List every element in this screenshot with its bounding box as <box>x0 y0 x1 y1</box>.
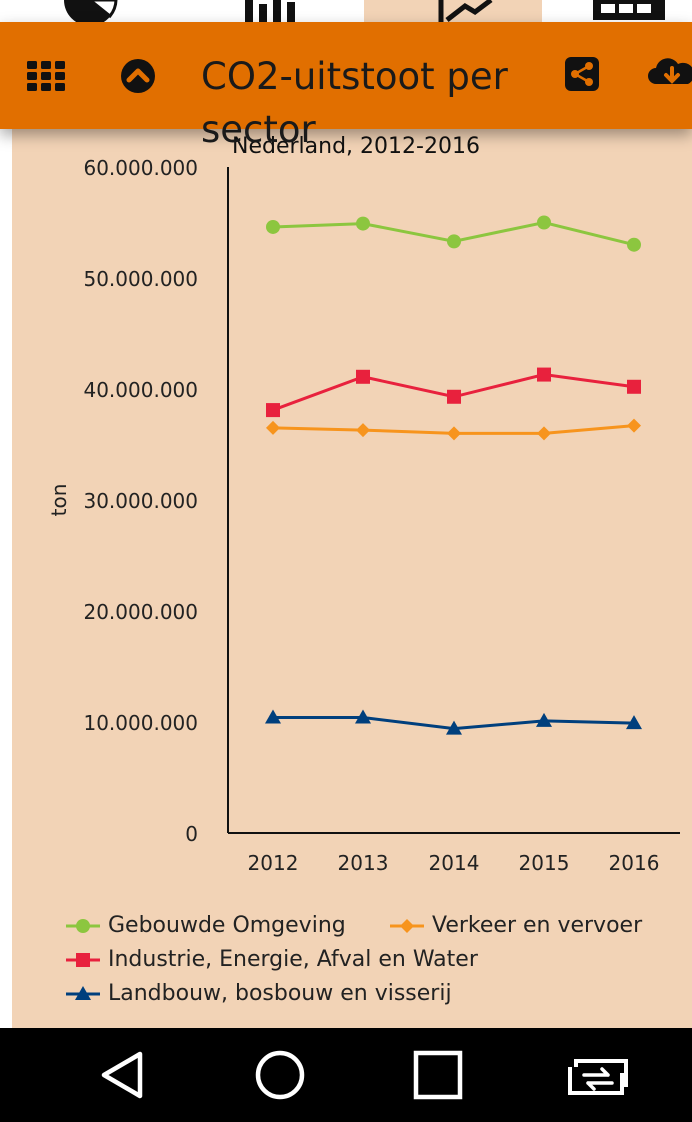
x-tick-label: 2014 <box>429 851 480 875</box>
grid-icon[interactable] <box>22 56 70 96</box>
legend-item[interactable]: Landbouw, bosbouw en visserij <box>66 981 452 1006</box>
y-tick-label: 10.000.000 <box>83 711 198 735</box>
table-icon[interactable] <box>580 0 670 22</box>
y-tick-label: 0 <box>185 822 198 846</box>
data-point <box>627 418 641 433</box>
system-nav-bar <box>0 1028 692 1122</box>
y-tick-label: 30.000.000 <box>83 489 198 513</box>
legend-label: Verkeer en vervoer <box>432 913 643 938</box>
y-tick-label: 20.000.000 <box>83 600 198 624</box>
legend-label: Landbouw, bosbouw en visserij <box>108 981 452 1006</box>
chart-panel <box>12 22 692 1028</box>
cloud-download-icon[interactable] <box>648 50 692 94</box>
data-point <box>537 367 551 382</box>
data-point <box>626 715 642 730</box>
data-point <box>356 423 370 438</box>
legend-item[interactable]: Gebouwde Omgeving <box>66 913 346 938</box>
switch-app-icon[interactable] <box>556 1028 640 1122</box>
data-point <box>266 403 280 418</box>
y-axis-title: ton <box>47 484 71 517</box>
legend-label: Gebouwde Omgeving <box>108 913 346 938</box>
page-title: CO2-uitstoot per sector <box>201 55 508 151</box>
legend-item[interactable]: Verkeer en vervoer <box>390 913 642 938</box>
data-point <box>537 215 551 230</box>
back-icon[interactable] <box>82 1028 162 1122</box>
legend-symbol <box>66 918 100 933</box>
legend-symbol <box>66 952 100 967</box>
share-icon[interactable] <box>561 52 603 96</box>
data-point <box>627 379 641 394</box>
chevron-up-circle-icon[interactable] <box>116 54 160 98</box>
recents-icon[interactable] <box>398 1028 478 1122</box>
chart-subtitle: Nederland, 2012-2016 <box>232 134 480 159</box>
data-point <box>446 720 462 735</box>
data-point <box>265 709 281 724</box>
app-header: CO2-uitstoot per sector <box>0 22 692 151</box>
data-point <box>266 420 280 435</box>
line-chart-icon[interactable] <box>364 0 542 22</box>
bar-chart-icon[interactable] <box>205 0 325 22</box>
y-tick-label: 40.000.000 <box>83 378 198 402</box>
legend-label: Industrie, Energie, Afval en Water <box>108 947 478 972</box>
data-point <box>356 369 370 384</box>
data-point <box>627 237 641 252</box>
data-point <box>355 709 371 724</box>
legend-symbol <box>390 918 424 933</box>
x-tick-label: 2012 <box>248 851 299 875</box>
data-point <box>266 219 280 234</box>
data-point <box>447 426 461 441</box>
y-tick-label: 60.000.000 <box>83 156 198 180</box>
data-point <box>447 234 461 249</box>
chart-type-strip <box>0 0 692 22</box>
data-point <box>356 216 370 231</box>
y-tick-label: 50.000.000 <box>83 267 198 291</box>
data-point <box>537 426 551 441</box>
data-point <box>447 389 461 404</box>
legend-item[interactable]: Industrie, Energie, Afval en Water <box>66 947 478 972</box>
line-chart: 0 10.000.000 20.000.000 30.000.000 40.000.00… <box>47 156 680 875</box>
legend-symbol <box>66 985 100 1000</box>
data-point <box>536 712 552 727</box>
x-tick-label: 2013 <box>338 851 389 875</box>
home-icon[interactable] <box>240 1028 320 1122</box>
x-tick-label: 2016 <box>609 851 660 875</box>
pie-chart-icon[interactable] <box>40 0 140 22</box>
x-tick-label: 2015 <box>519 851 570 875</box>
